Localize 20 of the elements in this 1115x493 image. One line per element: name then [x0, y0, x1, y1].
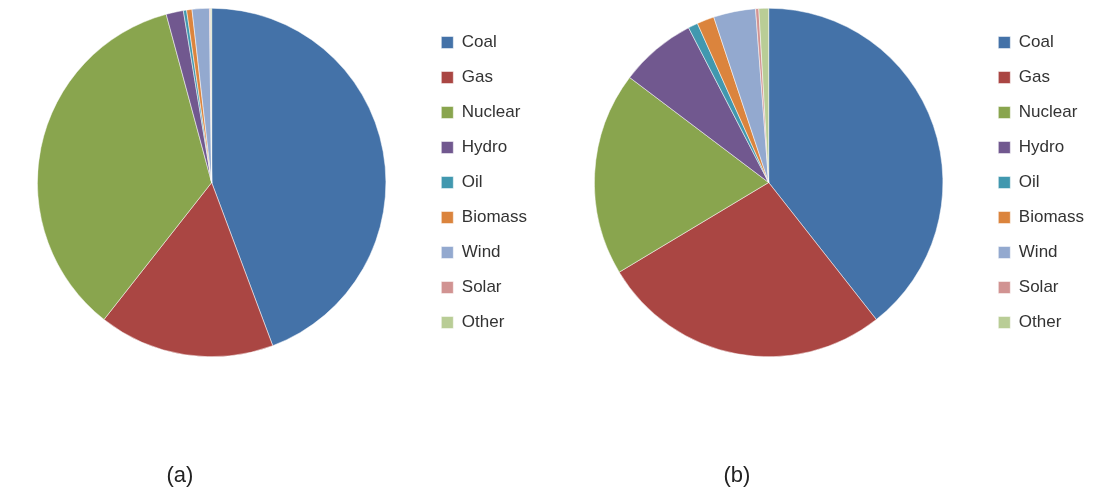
legend-label: Gas [461, 67, 493, 87]
legend-label: Gas [1018, 67, 1050, 87]
legend-label: Biomass [461, 207, 527, 227]
legend-label: Other [461, 312, 505, 332]
legend-label: Solar [461, 277, 502, 297]
legend-label: Hydro [461, 137, 508, 157]
text: (a) [165, 462, 195, 488]
legend-label: Oil [461, 172, 483, 192]
legend-label: Coal [461, 32, 497, 52]
text: (b) [722, 462, 752, 488]
legend-label: Oil [1018, 172, 1040, 192]
legend-label: Wind [1018, 242, 1058, 262]
legend-label: Hydro [1018, 137, 1065, 157]
legend-label: Other [1018, 312, 1062, 332]
legend-label: Wind [461, 242, 501, 262]
legend-label: Biomass [1018, 207, 1084, 227]
legend-label: Nuclear [461, 102, 521, 122]
legend-label: Solar [1018, 277, 1059, 297]
legend-label: Coal [1018, 32, 1054, 52]
legend-label: Nuclear [1018, 102, 1078, 122]
